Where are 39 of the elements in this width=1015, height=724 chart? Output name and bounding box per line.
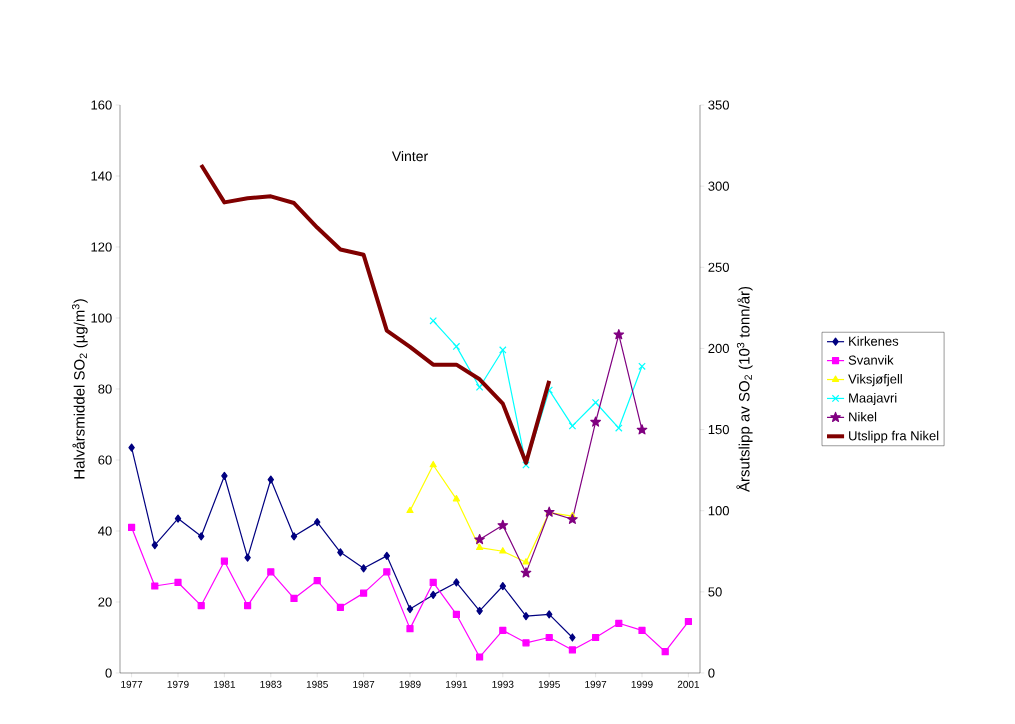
legend-label: Kirkenes	[849, 336, 899, 346]
x-tick-label: 1987	[353, 680, 375, 688]
annotation: Vinter	[391, 150, 428, 162]
y2-tick-label: 50	[708, 587, 722, 597]
y2-tick-label: 350	[708, 100, 729, 110]
x-tick-label: 1999	[631, 680, 653, 688]
y2-axis-title: Årsutslipp av SO$_{2}$ (10$^{3}$ tonn/år)	[736, 286, 753, 493]
y2-tick-label: 150	[708, 424, 729, 435]
legend-label: Svanvik	[848, 355, 894, 365]
y-tick-label: 100	[91, 313, 112, 323]
x-tick-label: 1985	[306, 680, 328, 688]
legend-label: Viksjøfjell	[848, 374, 902, 387]
y-tick-label: 20	[98, 597, 112, 607]
y-tick-label: 0	[105, 668, 112, 678]
y2-tick-label: 300	[708, 181, 729, 191]
y-tick-label: 140	[91, 171, 112, 181]
x-tick-label: 1995	[538, 680, 560, 688]
y-tick-label: 40	[98, 526, 112, 536]
y-tick-label: 160	[91, 100, 112, 110]
x-tick-label: 1979	[167, 680, 189, 688]
legend-label: Utslipp fra Nikel	[849, 430, 939, 443]
x-tick-label: 1989	[399, 680, 421, 688]
y2-tick-label: 0	[708, 668, 715, 678]
y-tick-label: 60	[98, 455, 112, 465]
x-tick-label: 2001	[677, 680, 700, 688]
x-tick-label: 1981	[214, 680, 236, 688]
y2-tick-label: 250	[708, 262, 729, 272]
y-tick-label: 80	[98, 384, 112, 394]
legend-label: Maajavri	[849, 392, 897, 406]
x-tick-label: 1983	[260, 680, 282, 688]
x-tick-label: 1993	[492, 680, 514, 688]
y-axis-title: Halvårsmiddel SO$_{2}$ (µg/m$^{3}$)	[71, 299, 88, 479]
y2-tick-label: 100	[708, 506, 729, 516]
y-tick-label: 120	[91, 242, 112, 252]
x-tick-label: 1997	[585, 680, 607, 688]
x-tick-label: 1977	[121, 680, 143, 688]
x-tick-label: 1991	[446, 680, 468, 688]
y2-tick-label: 200	[708, 343, 729, 354]
legend-label: Nikel	[849, 411, 877, 422]
